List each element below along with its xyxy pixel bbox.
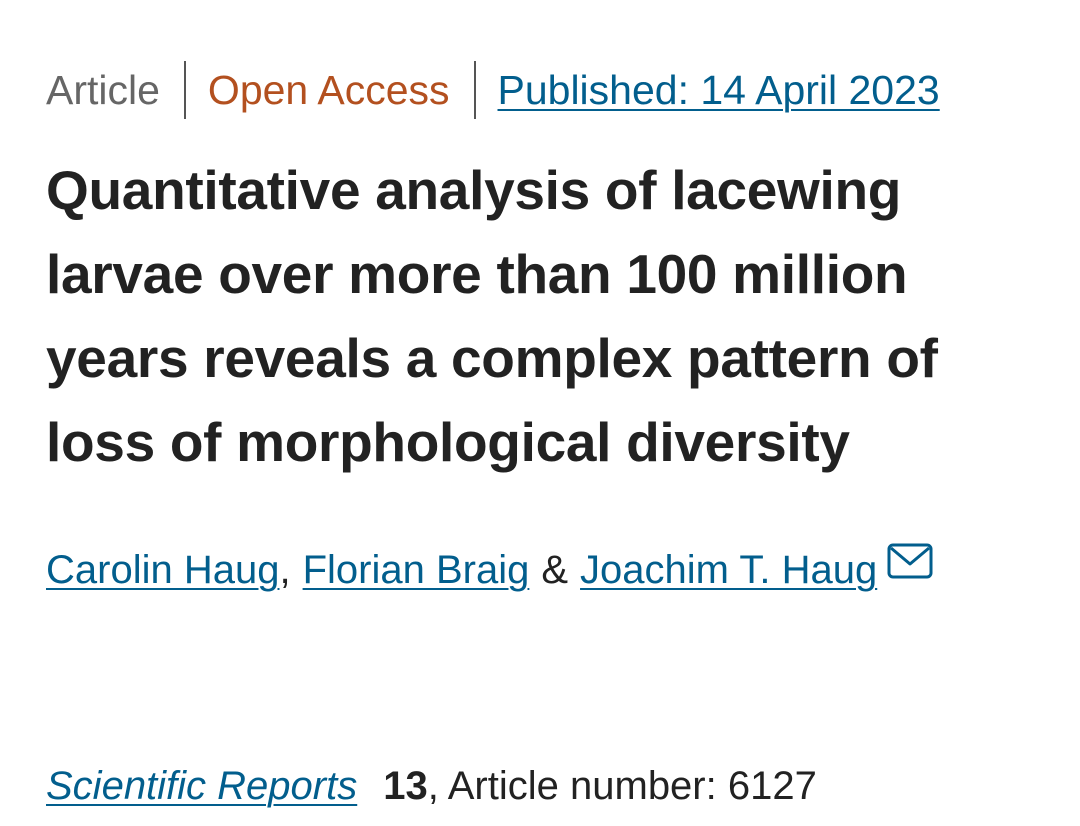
envelope-icon[interactable]: [887, 543, 933, 579]
journal-link[interactable]: Scientific Reports: [46, 763, 358, 808]
article-title: Quantitative analysis of lacewing larvae…: [46, 159, 938, 473]
citation-line: Scientific Reports 13 , Article number: …: [46, 758, 817, 814]
author-separator: ,: [279, 547, 291, 592]
article-meta-row: Article Open Access Published: 14 April …: [46, 61, 940, 119]
author-separator: &: [541, 547, 569, 592]
author-link-carolin-haug[interactable]: Carolin Haug: [46, 547, 280, 592]
author-list: Carolin Haug , Florian Braig & Joachim T…: [46, 540, 933, 600]
volume-number: 13: [383, 763, 428, 808]
article-number: , Article number: 6127: [427, 763, 817, 808]
open-access-label: Open Access: [207, 66, 450, 113]
author-link-joachim-haug[interactable]: Joachim T. Haug: [580, 547, 878, 592]
published-date-link[interactable]: Published: 14 April 2023: [497, 66, 940, 113]
article-type-label: Article: [46, 66, 160, 113]
meta-divider: [183, 61, 186, 119]
author-link-florian-braig[interactable]: Florian Braig: [302, 547, 530, 592]
meta-divider: [473, 61, 476, 119]
